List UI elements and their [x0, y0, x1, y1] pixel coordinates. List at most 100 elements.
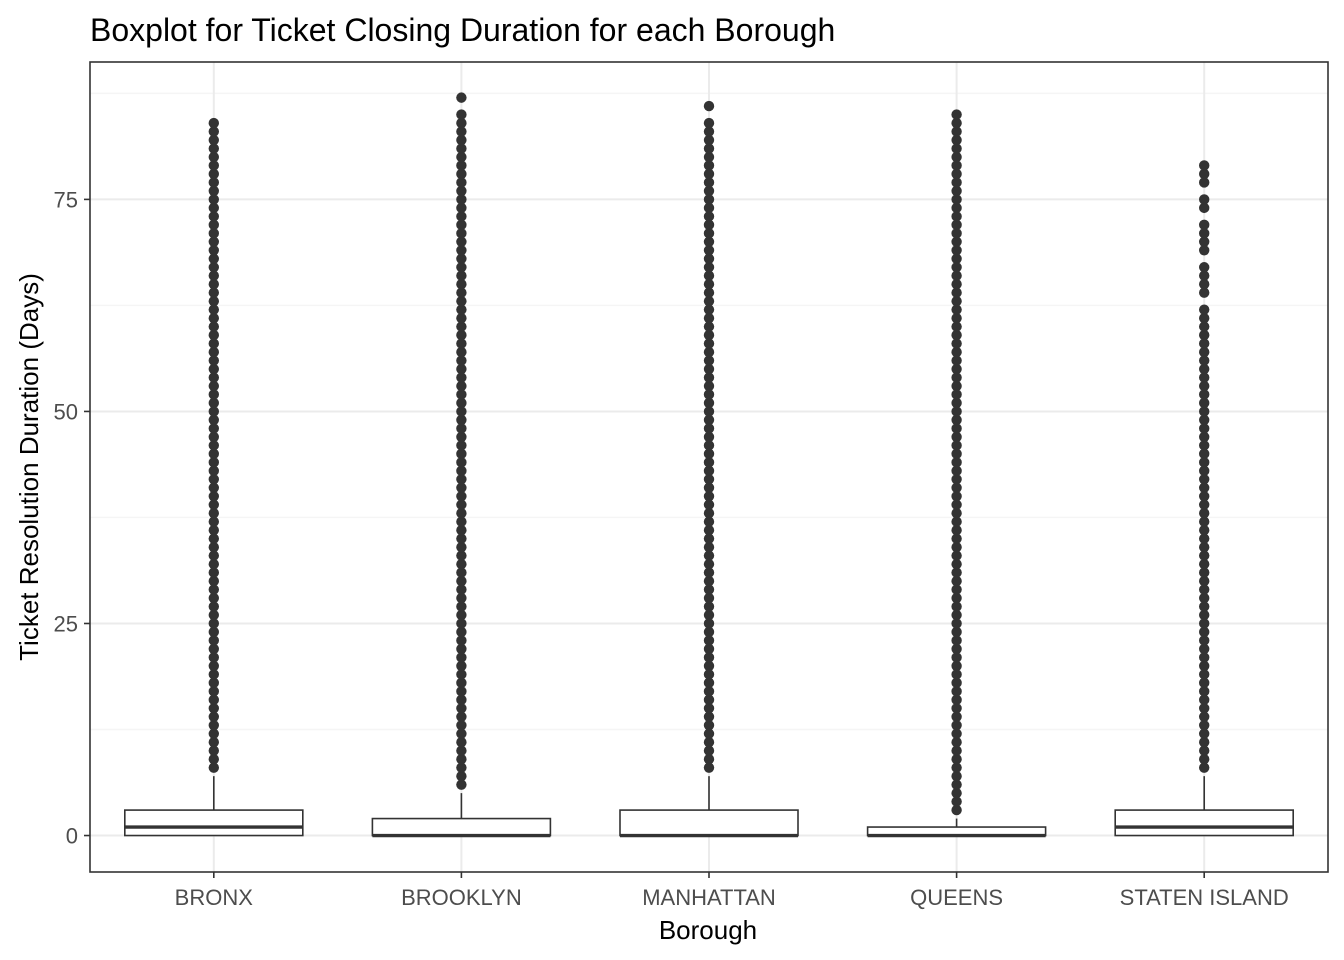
outlier-point-queens	[951, 236, 962, 248]
outlier-point-brooklyn	[456, 669, 467, 680]
outlier-point-bronx	[208, 253, 219, 264]
outlier-point-queens	[951, 660, 962, 672]
outlier-point-bronx	[208, 389, 219, 400]
outlier-point-staten-island	[1199, 448, 1210, 460]
outlier-point-bronx	[208, 541, 219, 553]
outlier-point-manhattan	[703, 338, 715, 349]
outlier-point-manhattan	[703, 346, 715, 358]
outlier-point-bronx	[208, 295, 219, 307]
outlier-point-bronx	[208, 618, 219, 629]
outlier-point-brooklyn	[456, 185, 467, 197]
outlier-point-queens	[951, 389, 962, 400]
outlier-point-queens	[951, 677, 962, 689]
outlier-point-brooklyn	[456, 533, 467, 544]
outlier-point-brooklyn	[456, 457, 467, 468]
outlier-point-staten-island	[1199, 737, 1210, 748]
outlier-point-manhattan	[703, 720, 715, 731]
outlier-point-bronx	[208, 609, 219, 621]
outlier-point-bronx	[208, 431, 219, 443]
outlier-point-bronx	[208, 270, 219, 281]
outlier-point-brooklyn	[456, 745, 467, 756]
outlier-point-staten-island	[1199, 635, 1210, 646]
outlier-point-staten-island	[1199, 465, 1210, 477]
outlier-point-bronx	[208, 533, 219, 544]
outlier-point-queens	[951, 575, 962, 587]
outlier-point-brooklyn	[456, 346, 467, 358]
outlier-point-brooklyn	[456, 609, 467, 621]
outlier-point-brooklyn	[456, 686, 467, 697]
outlier-point-brooklyn	[456, 448, 467, 460]
outlier-point-manhattan	[703, 541, 715, 553]
outlier-point-queens	[951, 770, 962, 782]
outlier-point-brooklyn	[456, 253, 467, 264]
box-layer	[124, 776, 1294, 838]
outlier-layer	[208, 92, 1210, 816]
outlier-point-brooklyn	[456, 338, 467, 349]
outlier-point-queens	[951, 372, 962, 383]
outlier-point-brooklyn	[456, 592, 467, 604]
outlier-point-queens	[951, 550, 962, 561]
outlier-point-brooklyn	[456, 474, 467, 485]
outlier-point-queens	[951, 109, 962, 120]
outlier-point-queens	[951, 508, 962, 519]
outlier-point-staten-island	[1199, 440, 1210, 451]
outlier-point-queens	[951, 321, 962, 332]
outlier-point-queens	[951, 245, 962, 256]
outlier-point-bronx	[208, 414, 219, 426]
outlier-point-queens	[951, 728, 962, 739]
y-axis-title: Ticket Resolution Duration (Days)	[14, 273, 44, 661]
outlier-point-bronx	[208, 592, 219, 604]
outlier-point-bronx	[208, 194, 219, 205]
outlier-point-manhattan	[703, 211, 715, 222]
outlier-point-queens	[951, 609, 962, 621]
outlier-point-staten-island	[1199, 762, 1210, 773]
outlier-point-manhattan	[703, 312, 715, 324]
outlier-point-staten-island	[1199, 245, 1210, 256]
outlier-point-manhattan	[703, 508, 715, 519]
outlier-point-staten-island	[1199, 321, 1210, 332]
outlier-point-brooklyn	[456, 703, 467, 714]
outlier-point-manhattan	[703, 465, 715, 477]
outlier-point-brooklyn	[456, 499, 467, 510]
outlier-point-manhattan	[703, 694, 715, 706]
outlier-point-queens	[951, 228, 962, 239]
outlier-point-staten-island	[1199, 372, 1210, 383]
outlier-point-staten-island	[1199, 499, 1210, 510]
y-tick-label: 75	[54, 187, 78, 212]
outlier-point-brooklyn	[456, 228, 467, 239]
outlier-point-brooklyn	[456, 219, 467, 231]
outlier-point-queens	[951, 151, 962, 163]
outlier-point-bronx	[208, 499, 219, 510]
outlier-point-queens	[951, 524, 962, 536]
outlier-point-staten-island	[1199, 524, 1210, 536]
outlier-point-staten-island	[1199, 160, 1210, 171]
outlier-point-queens	[951, 753, 962, 765]
outlier-point-brooklyn	[456, 728, 467, 739]
outlier-point-manhattan	[703, 711, 715, 722]
outlier-point-brooklyn	[456, 524, 467, 536]
outlier-point-queens	[951, 541, 962, 553]
outlier-point-brooklyn	[456, 465, 467, 477]
outlier-point-brooklyn	[456, 677, 467, 689]
outlier-point-bronx	[208, 151, 219, 163]
outlier-point-staten-island	[1199, 516, 1210, 527]
outlier-point-bronx	[208, 346, 219, 358]
outlier-point-manhattan	[703, 414, 715, 426]
outlier-point-brooklyn	[456, 270, 467, 281]
outlier-point-staten-island	[1199, 338, 1210, 349]
outlier-point-staten-island	[1199, 236, 1210, 248]
outlier-point-queens	[951, 643, 962, 655]
outlier-point-brooklyn	[456, 126, 467, 137]
outlier-point-manhattan	[703, 737, 715, 748]
outlier-point-queens	[951, 465, 962, 477]
outlier-point-manhattan	[703, 151, 715, 163]
outlier-point-manhattan	[703, 482, 715, 493]
outlier-point-queens	[951, 346, 962, 358]
outlier-point-bronx	[208, 762, 219, 773]
x-tick-label: BROOKLYN	[401, 885, 522, 910]
outlier-point-manhattan	[703, 397, 715, 409]
outlier-point-brooklyn	[456, 304, 467, 315]
outlier-point-brooklyn	[456, 720, 467, 731]
outlier-point-queens	[951, 762, 962, 773]
outlier-point-queens	[951, 295, 962, 307]
